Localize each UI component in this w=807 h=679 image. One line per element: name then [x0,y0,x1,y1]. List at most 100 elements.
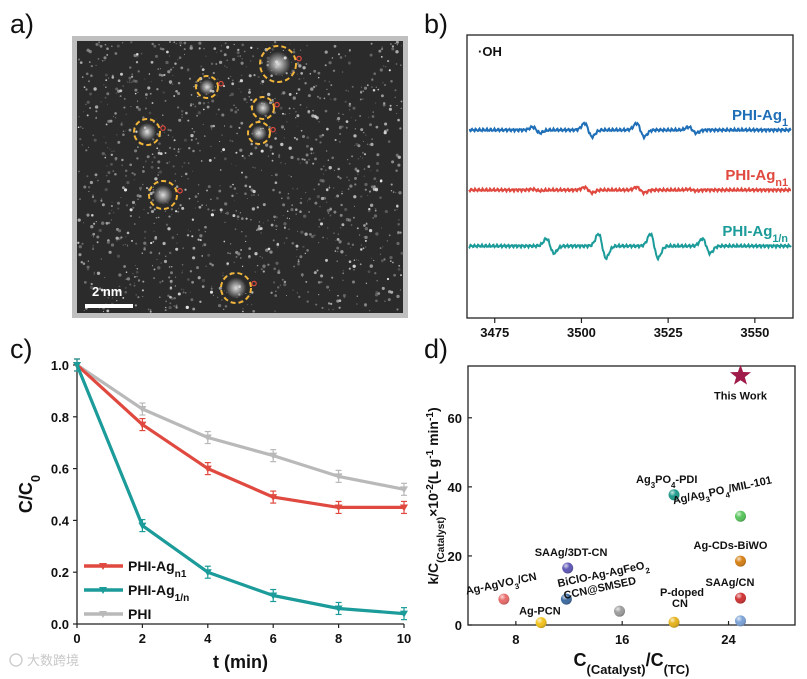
speckle [272,44,274,46]
epr-x-ticks: 3475 3500 3525 3550 [480,318,769,340]
speckle [309,233,312,236]
speckle [172,74,174,76]
speckle [187,229,189,231]
speckle [241,154,244,158]
speckle [333,170,335,171]
speckle [174,180,176,182]
speckle [150,209,155,214]
speckle [183,289,185,291]
speckle [225,211,230,215]
speckle [147,86,151,90]
speckle [245,240,247,243]
speckle [348,49,351,52]
speckle [120,72,123,76]
speckle [298,64,302,68]
speckle [108,250,112,254]
speckle [149,309,152,311]
speckle [117,201,120,205]
speckle [273,281,275,283]
speckle [117,207,120,210]
speckle [117,229,122,233]
speckle [153,230,155,232]
speckle [157,160,161,164]
speckle [246,198,248,200]
speckle [212,71,215,75]
speckle [110,243,115,247]
speckle [344,100,347,103]
speckle [123,97,126,100]
speckle [395,40,399,44]
speckle [274,310,277,313]
speckle [217,78,219,80]
speckle [291,187,294,190]
atom-tag-dot [270,126,276,133]
speckle [105,174,108,177]
speckle [246,101,248,103]
speckle [114,172,117,176]
c-axis-titles: t (min) C/C0 [16,475,268,672]
speckle [363,224,366,227]
speckle [224,65,226,67]
speckle [191,128,193,130]
speckle [223,157,227,161]
speckle [336,250,339,253]
d-x-tick-label: 8 [512,632,519,647]
speckle [168,305,172,310]
speckle [359,263,362,266]
speckle [252,55,255,58]
speckle [386,128,389,131]
speckle [111,150,113,152]
epr-radical-label: ·OH [478,44,502,59]
speckle [104,59,106,62]
speckle [187,278,190,281]
speckle [170,208,174,211]
epr-series-label: PHI-Ag1 [732,107,788,129]
speckle [229,125,233,129]
speckle [376,181,378,183]
speckle [396,156,398,158]
speckle [339,226,342,229]
speckle [226,66,228,69]
speckle [211,209,214,212]
speckle [342,294,346,298]
speckle [173,139,176,142]
speckle [198,47,201,50]
speckle [355,119,357,121]
speckle [191,235,194,238]
speckle [295,117,297,119]
speckle [371,115,375,118]
speckle [224,42,227,45]
speckle [91,195,95,199]
speckle [197,200,199,203]
speckle [113,212,115,214]
speckle [183,138,187,142]
speckle [95,64,97,67]
speckle [202,245,204,247]
speckle [327,212,330,214]
speckle [281,278,284,281]
speckle [213,157,216,159]
speckle [143,208,145,211]
speckle [86,213,90,217]
c-line-phi [76,363,405,491]
atom-spot [225,277,247,299]
speckle [386,240,389,242]
speckle [334,196,336,198]
speckle [162,241,166,246]
speckle [193,75,195,77]
speckle [324,169,327,172]
speckle [244,235,247,238]
speckle [181,271,183,274]
speckle [229,94,231,97]
speckle [261,80,265,83]
speckle [288,146,292,150]
speckle [255,254,257,255]
speckle [123,188,128,192]
speckle [353,205,355,207]
speckle [100,198,103,200]
speckle [201,254,203,257]
speckle [240,91,242,93]
speckle [88,191,90,193]
speckle [153,44,157,48]
